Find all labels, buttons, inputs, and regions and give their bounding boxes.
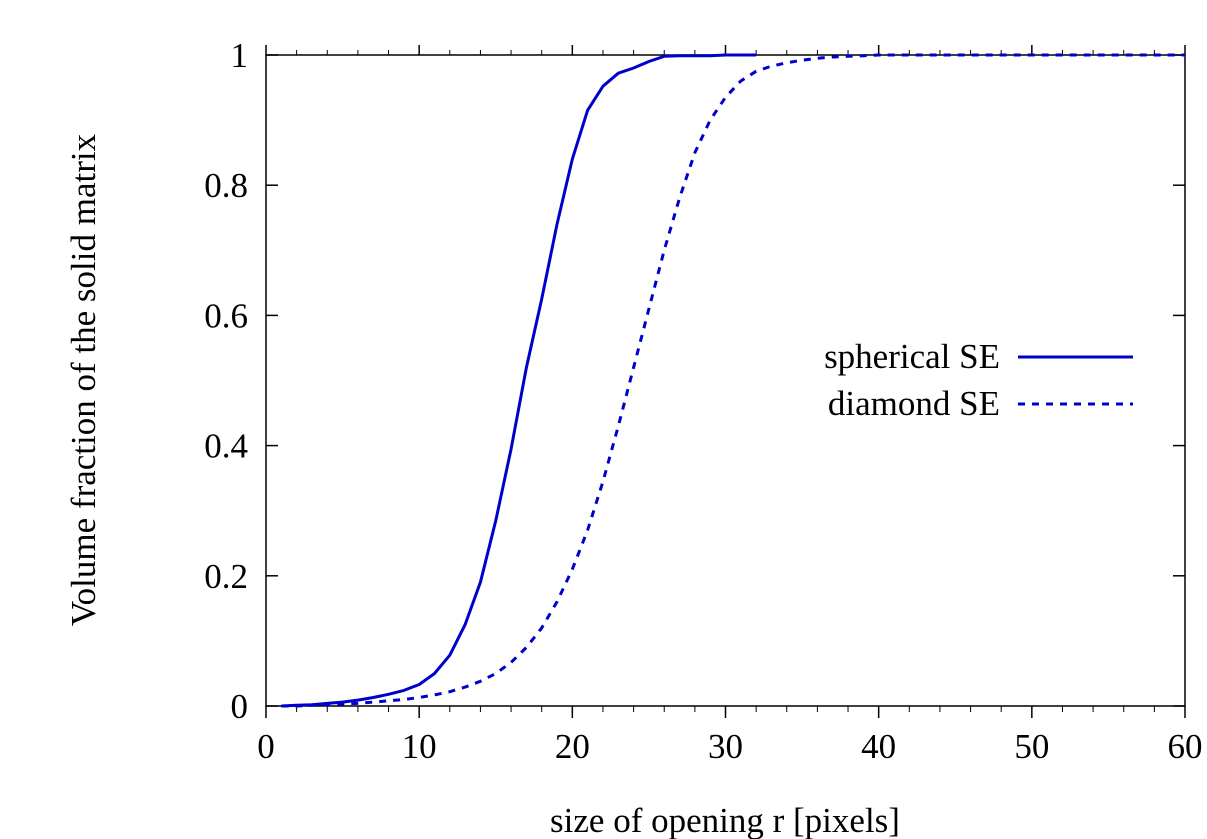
x-tick-label: 30 (708, 727, 743, 766)
series-line-spherical (281, 53, 757, 708)
y-tick-label: 0.4 (204, 427, 248, 466)
legend-label-diamond: diamond SE (828, 384, 1000, 423)
x-axis-label: size of opening r [pixels] (550, 801, 900, 839)
series-line-diamond (281, 53, 1185, 708)
plot-frame (265, 54, 1186, 707)
y-tick-label: 0 (231, 687, 249, 726)
x-tick-label: 60 (1168, 727, 1203, 766)
y-axis-label: Volume fraction of the solid matrix (64, 133, 103, 626)
x-tick-label: 0 (257, 727, 275, 766)
x-tick-label: 50 (1014, 727, 1049, 766)
y-tick-label: 0.6 (204, 296, 248, 335)
x-tick-label: 40 (861, 727, 896, 766)
legend: spherical SE diamond SE (824, 337, 1133, 423)
axis-ticks: 0 10 20 30 40 50 60 0 0.2 0.4 0.6 0.8 1 (204, 36, 1202, 766)
x-tick-label: 20 (555, 727, 590, 766)
y-tick-label: 1 (231, 36, 249, 75)
y-tick-label: 0.8 (204, 166, 248, 205)
series-lines (281, 53, 1185, 708)
y-tick-label: 0.2 (204, 557, 248, 596)
x-tick-label: 10 (402, 727, 437, 766)
legend-label-spherical: spherical SE (824, 337, 1000, 376)
